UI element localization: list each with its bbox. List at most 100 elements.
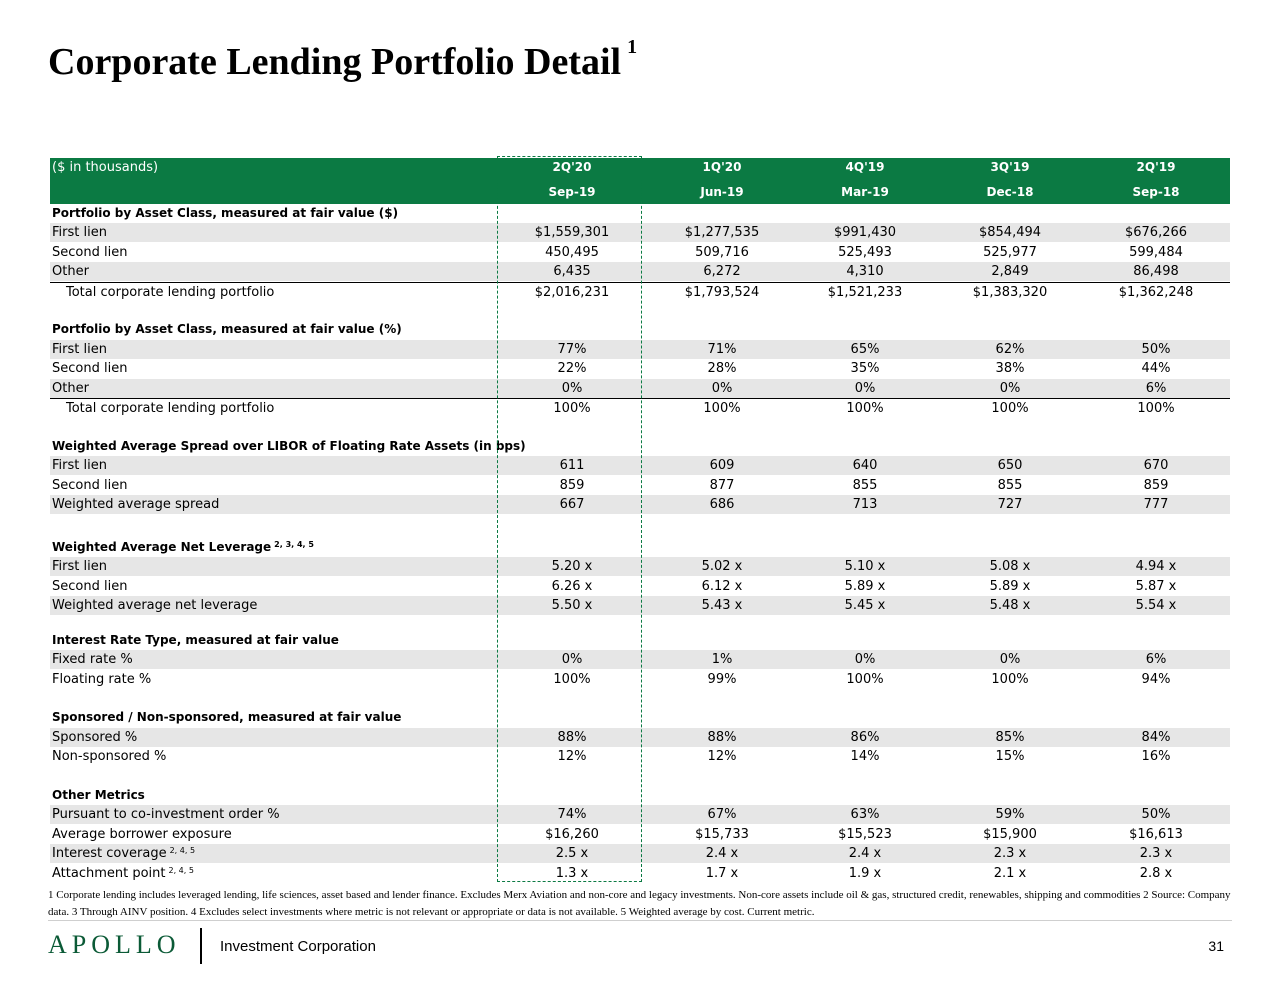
table-cell: 100%	[553, 671, 591, 687]
row-label-footnote: 2, 4, 5	[168, 865, 194, 875]
table-cell: 50%	[1141, 341, 1171, 357]
section-heading-row: Weighted Average Spread over LIBOR of Fl…	[50, 437, 1230, 456]
table-cell: $1,521,233	[827, 284, 903, 300]
row-label-text: Total corporate lending portfolio	[66, 284, 275, 300]
table-cell: 5.08 x	[989, 559, 1031, 575]
table-cell: 640	[852, 458, 878, 474]
page-title: Corporate Lending Portfolio Detail 1	[48, 36, 637, 84]
row-label-text: Other	[52, 264, 89, 280]
header-quarter: 2Q'20	[552, 160, 592, 174]
table-cell: 86%	[850, 729, 880, 745]
table-row: Weighted average net leverage 5.50 x 5.43 …	[50, 596, 1230, 615]
row-label: First lien	[52, 456, 107, 475]
table-cell: 38%	[995, 361, 1025, 377]
table-row: Pursuant to co-investment order % 74% 67% 6…	[50, 805, 1230, 825]
row-label: Second lien	[52, 359, 127, 378]
table-cell: 94%	[1141, 671, 1171, 687]
apollo-logo: APOLLO	[48, 930, 181, 959]
row-label-text: Second lien	[52, 361, 128, 377]
row-label-text: Non-sponsored %	[52, 749, 167, 765]
row-label: Non-sponsored %	[52, 747, 166, 766]
row-label-text: Second lien	[52, 578, 128, 594]
table-cell: 100%	[846, 401, 884, 416]
header-quarter: 1Q'20	[702, 160, 742, 174]
table-cell: 0%	[711, 380, 733, 396]
table-cell: 5.45 x	[844, 598, 886, 613]
section-heading-footnote: 2, 3, 4, 5	[274, 539, 314, 549]
table-cell: 6,435	[553, 264, 591, 280]
table-row: Other 0% 0% 0% 0% 6%	[50, 378, 1230, 398]
table-cell: 86,498	[1133, 264, 1179, 280]
row-label: First lien	[52, 223, 107, 242]
header-date: Sep-18	[1132, 185, 1180, 199]
table-cell: 0%	[854, 380, 876, 396]
header-units-label: ($ in thousands)	[52, 160, 159, 175]
table-cell: 667	[559, 497, 585, 512]
section-heading: Portfolio by Asset Class, measured at fa…	[52, 322, 402, 337]
table-cell: 88%	[707, 729, 737, 745]
table-cell: 74%	[557, 807, 587, 823]
table-cell: 16%	[1141, 749, 1171, 765]
table-cell: 22%	[557, 361, 587, 377]
table-row: Total corporate lending portfolio 100% 100…	[50, 398, 1230, 418]
section-heading-row: Portfolio by Asset Class, measured at fa…	[50, 204, 1230, 223]
table-row: First lien $1,559,301 $1,277,535 $991,430 $8…	[50, 223, 1230, 243]
table-cell: 2.3 x	[993, 846, 1027, 862]
table-cell: 6%	[1145, 652, 1167, 668]
table-cell: 855	[852, 477, 878, 493]
table-cell: 859	[559, 477, 585, 493]
table-cell: 611	[559, 458, 585, 474]
table-cell: 1.7 x	[705, 865, 739, 881]
table-cell: 2.4 x	[848, 846, 882, 862]
table-cell: 0%	[999, 652, 1021, 668]
page-title-text: Corporate Lending Portfolio Detail	[48, 41, 622, 83]
row-label-text: Weighted average net leverage	[52, 598, 258, 613]
table-cell: 2.1 x	[993, 865, 1027, 881]
table-cell: 1.9 x	[848, 865, 882, 881]
row-label-text: Weighted average spread	[52, 497, 220, 512]
table-cell: 28%	[707, 361, 737, 377]
table-cell: 0%	[561, 380, 583, 396]
table-row: Second lien 450,495 509,716 525,493 525,977 5…	[50, 243, 1230, 262]
row-label: Average borrower exposure	[52, 825, 232, 844]
row-label: Pursuant to co-investment order %	[52, 805, 280, 824]
table-cell: 713	[852, 497, 878, 512]
table-cell: 100%	[991, 671, 1029, 687]
table-cell: 100%	[553, 401, 591, 416]
table-cell: $16,613	[1129, 826, 1183, 842]
table-row: First lien 611 609 640 650 670	[50, 456, 1230, 476]
header-date: Dec-18	[986, 185, 1034, 199]
table-cell: 4.94 x	[1135, 559, 1177, 575]
table-cell: 99%	[707, 671, 737, 687]
table-row: Attachment point 2, 4, 5 1.3 x 1.7 x 1.9 x 2.…	[50, 864, 1230, 883]
table-cell: 15%	[995, 749, 1025, 765]
table-cell: 5.43 x	[701, 598, 743, 613]
table-cell: 12%	[707, 749, 737, 765]
table-cell: 6,272	[703, 264, 741, 280]
row-label-footnote: 2, 4, 5	[169, 846, 196, 856]
section-heading: Sponsored / Non-sponsored, measured at f…	[52, 710, 402, 725]
footer-divider	[48, 920, 1232, 921]
header-quarter: 4Q'19	[845, 160, 885, 174]
table-row: Total corporate lending portfolio $2,016,…	[50, 281, 1230, 302]
table-cell: 88%	[557, 729, 587, 745]
section-heading: Interest Rate Type, measured at fair val…	[52, 632, 339, 647]
row-label-text: First lien	[52, 559, 107, 575]
row-label: Weighted average net leverage	[52, 596, 257, 615]
row-label-text: Pursuant to co-investment order %	[52, 807, 280, 823]
table-cell: 63%	[850, 807, 880, 823]
table-cell: 6.26 x	[551, 578, 593, 594]
table-cell: 5.54 x	[1135, 598, 1177, 613]
table-cell: 855	[997, 477, 1023, 493]
table-cell: 12%	[557, 749, 587, 765]
row-label-text: Floating rate %	[52, 671, 152, 687]
table-cell: 6%	[1145, 380, 1167, 396]
table-cell: 65%	[850, 341, 880, 357]
table-cell: 1.3 x	[555, 865, 589, 881]
table-cell: 525,493	[838, 244, 892, 260]
table-cell: 0%	[854, 652, 876, 668]
table-row: Average borrower exposure $16,260 $15,733 $…	[50, 825, 1230, 844]
row-label: Other	[52, 379, 89, 398]
row-label: Floating rate %	[52, 670, 151, 689]
table-cell: 85%	[995, 729, 1025, 745]
